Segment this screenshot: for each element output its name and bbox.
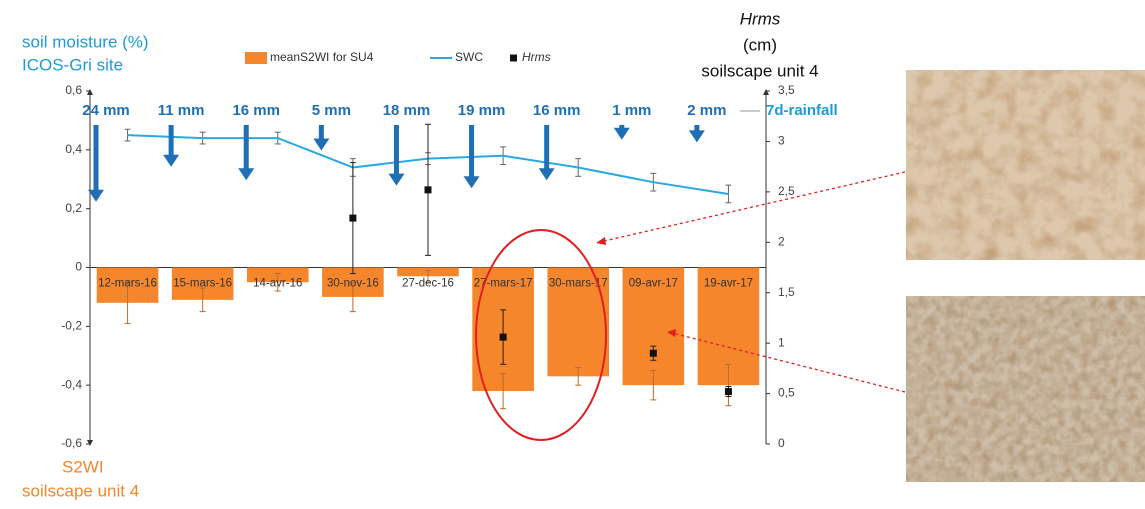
y-tick-label: -0,4 [61,377,82,391]
arrow-head [163,155,179,167]
rainfall-arrow [388,125,404,186]
y2-tick-label: 2 [778,234,785,248]
arrow-head [689,130,705,142]
rainfall-arrow [689,125,705,142]
chart: soil moisture (%) ICOS-Gri site S2WI soi… [0,0,1145,504]
rainfall-label: 1 mm [612,102,651,119]
y-tick-label: -0,2 [61,319,82,333]
arrow-head [539,168,555,180]
x-tick-label: 30-nov-16 [327,278,379,290]
x-tick-label: 14-avr-16 [253,278,302,290]
y-title: soil moisture (%) [22,32,149,51]
rainfall-arrow [163,125,179,167]
y2-tick-label: 1,5 [778,285,795,299]
x-tick-label: 19-avr-17 [704,278,753,290]
y-tick-label: 0,6 [65,83,82,97]
rainfall-arrow [539,125,555,180]
hrms-point [425,186,432,193]
y2-tick-label: 3,5 [778,83,795,97]
legend-label: SWC [455,50,483,64]
y2-tick-label: 3 [778,134,785,148]
hrms-point [349,215,356,222]
legend-swatch [245,52,267,64]
y2-title: (cm) [743,35,777,54]
y-title: ICOS-Gri site [22,55,123,74]
legend-swatch [510,55,517,62]
y-bar-title: S2WI [62,457,104,476]
axis-arrow [87,440,93,446]
arrow-head [388,174,404,186]
arrow-head [313,139,329,151]
y2-tick-label: 1 [778,335,785,349]
rainfall-label: 19 mm [458,102,506,119]
rainfall-arrow [313,125,329,151]
y2-title: Hrms [740,9,781,28]
rainfall-label: 16 mm [533,102,581,119]
rainfall-label: 16 mm [232,102,280,119]
rainfall-label: 24 mm [82,102,130,119]
hrms-point [725,388,732,395]
x-tick-label: 27-dec-16 [402,278,454,290]
y-tick-label: 0,4 [65,142,82,156]
pointer-head [596,237,606,245]
y-bar-title: soilscape unit 4 [22,481,139,500]
axis-arrow [763,89,769,95]
page: {"chart_data": { "type": "bar", "y_title… [0,0,1145,509]
y-tick-label: -0,6 [61,436,82,450]
x-tick-label: 15-mars-16 [173,278,232,290]
pointer-line [600,172,905,242]
y2-tick-label: 0,5 [778,386,795,400]
hrms-point [650,350,657,357]
arrow-head [464,176,480,188]
legend-label: meanS2WI for SU4 [270,50,374,64]
photo-dry-soil [906,70,1145,260]
rainfall-label: 18 mm [383,102,431,119]
legend-label: Hrms [522,50,551,64]
arrow-head [238,168,254,180]
rainfall-arrow [614,125,630,140]
x-tick-label: 09-avr-17 [629,278,678,290]
y-tick-label: 0,2 [65,201,82,215]
y2-tick-label: 0 [778,436,785,450]
axis-arrow [87,89,93,95]
rainfall-label: 11 mm [158,102,205,119]
hrms-point [500,334,507,341]
arrow-head [614,128,630,140]
rainfall-arrow [238,125,254,180]
photo-crusted-soil [906,296,1145,482]
x-tick-label: 12-mars-16 [98,278,157,290]
rainfall-title: 7d-rainfall [766,102,838,119]
rainfall-label: 5 mm [312,102,351,119]
y2-title: soilscape unit 4 [701,61,818,80]
rainfall-label: 2 mm [687,102,726,119]
y2-tick-label: 2,5 [778,184,795,198]
y-tick-label: 0 [75,260,82,274]
